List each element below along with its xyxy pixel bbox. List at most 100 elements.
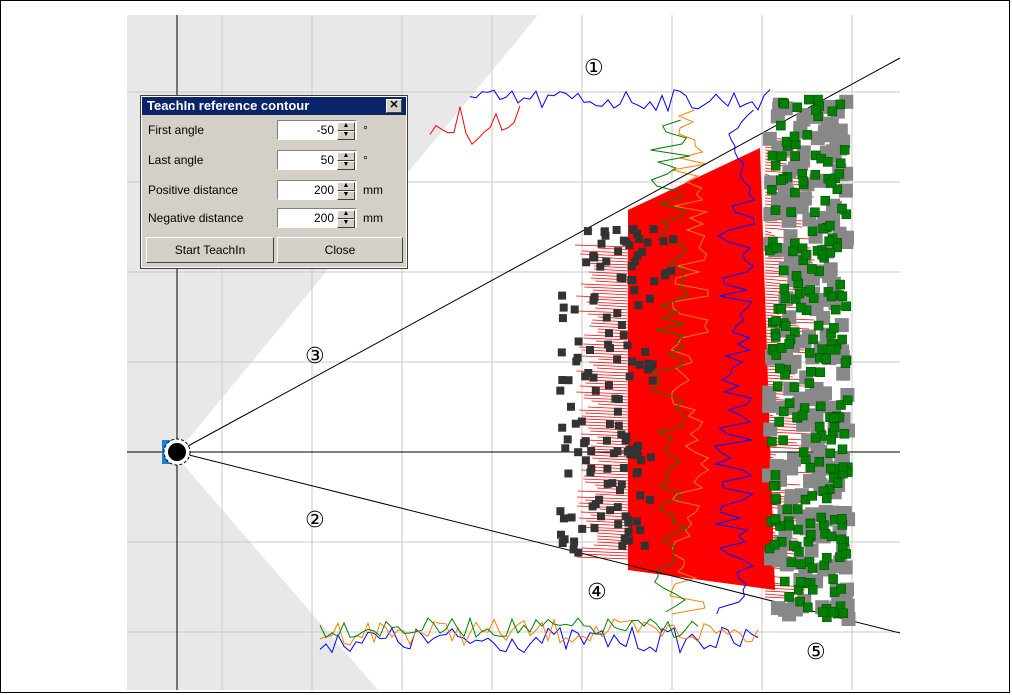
data-point-green [839,429,850,439]
data-point-dark [602,257,611,266]
dialog-titlebar[interactable]: TeachIn reference contour ✕ [142,97,406,115]
data-point-dark [571,419,580,428]
data-point-green [782,504,793,514]
red-hatch-line [764,572,771,576]
scan-trace-bottom-blue [319,625,759,655]
data-point-dark [581,437,590,446]
data-point-green [821,354,831,364]
positive-distance-value: 200 [313,183,334,197]
data-point-dark [622,536,631,545]
data-point-dark [602,436,611,445]
data-point-dark [604,340,613,349]
data-point-dark [637,456,646,465]
red-hatch-line [764,533,780,537]
red-hatch-line [598,304,631,308]
data-point-dark [617,430,626,439]
data-point-green [789,540,799,551]
data-point-green [774,416,784,427]
data-point-dark [625,241,634,250]
red-hatch-line [584,418,631,422]
data-point-dark [619,464,628,472]
data-point-dark [614,421,623,430]
positive-distance-unit: mm [363,183,383,197]
red-hatch-line [596,367,631,371]
data-point-dark [648,360,657,369]
red-hatch-line [593,256,631,260]
start-teachin-button[interactable]: Start TeachIn [146,237,274,263]
data-point-green [781,321,791,331]
data-point-green [817,249,827,260]
data-point-green [804,94,814,105]
data-point-dark [589,296,598,305]
positive-distance-spinner[interactable]: ▲ ▼ [337,182,355,200]
data-point-dark [650,277,659,286]
data-point-green [802,130,813,140]
data-point-dark [627,276,636,285]
data-point-dark [628,357,636,366]
last-angle-spinner[interactable]: ▲ ▼ [337,152,355,170]
data-point-green [837,444,848,455]
data-point-green [826,531,837,542]
data-point-green [779,283,790,294]
data-point-green [771,316,781,326]
data-point-dark [631,257,639,266]
data-point-halo [762,398,777,413]
data-point-dark [556,386,565,395]
data-point-green [810,207,820,218]
data-point-dark [588,502,597,511]
data-point-green [784,520,795,531]
data-point-green [810,433,821,443]
first-angle-spinner[interactable]: ▲ ▼ [337,122,355,140]
close-icon[interactable]: ✕ [386,99,402,113]
data-point-dark [591,386,600,395]
red-hatch-line [764,569,771,573]
data-point-dark [559,514,568,523]
data-point-dark [634,301,643,310]
data-point-dark [595,495,604,504]
spin-down-icon: ▼ [337,161,355,170]
data-point-green [837,203,847,214]
data-point-dark [590,524,599,533]
red-hatch-line [595,280,631,284]
data-point-green [826,291,837,302]
data-point-dark [574,337,583,346]
scan-trace-top-blue [469,89,771,113]
positive-distance-label: Positive distance [148,183,239,197]
red-hatch-line [586,520,631,524]
data-point-green [814,456,825,467]
data-point-green [771,350,782,360]
data-point-green [842,395,853,406]
data-point-dark [632,469,641,478]
data-point-halo [787,452,802,467]
positive-distance-input[interactable]: 200 ▲ ▼ [277,180,357,200]
data-point-halo [771,601,785,616]
last-angle-input[interactable]: 50 ▲ ▼ [277,150,357,170]
data-point-green [823,157,833,167]
red-hatch-line [764,530,776,534]
data-point-dark [631,446,640,455]
data-point-halo [793,391,808,406]
data-point-green [807,563,818,573]
red-hatch-line [764,413,774,417]
teachin-dialog[interactable]: TeachIn reference contour ✕ First angle … [140,95,408,269]
data-point-dark [644,359,653,368]
negative-distance-input[interactable]: 200 ▲ ▼ [277,208,357,228]
data-point-green [801,250,811,260]
data-point-halo [764,551,779,566]
data-point-green [804,348,815,358]
data-point-green [806,366,816,377]
data-point-green [822,493,832,504]
negative-distance-label: Negative distance [148,211,244,225]
red-hatch-line [764,578,775,582]
red-hatch-line [576,496,631,500]
data-point-dark [632,517,641,526]
data-point-dark [614,520,623,529]
scanner-origin[interactable] [168,443,186,461]
negative-distance-spinner[interactable]: ▲ ▼ [337,210,355,228]
data-point-green [784,339,794,349]
data-point-dark [660,271,669,280]
close-button[interactable]: Close [277,237,403,263]
data-point-green [810,170,821,180]
first-angle-input[interactable]: -50 ▲ ▼ [277,120,357,140]
red-hatch-line [576,391,631,395]
